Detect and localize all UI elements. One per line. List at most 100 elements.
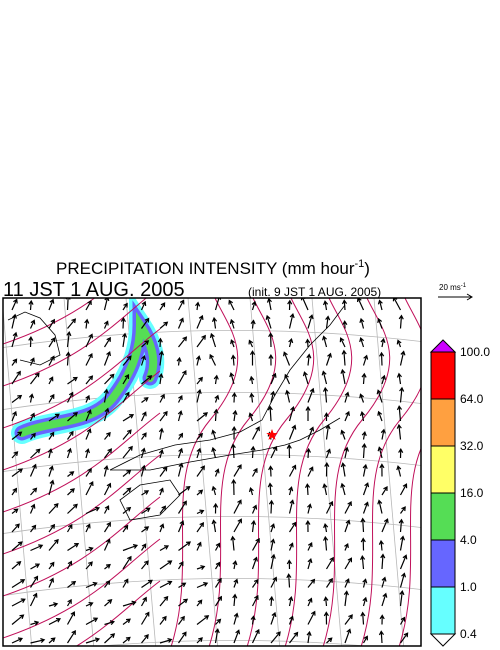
wind-arrow (104, 431, 111, 440)
wind-arrow (159, 615, 167, 625)
wind-arrow (85, 561, 93, 570)
wind-arrow (268, 353, 274, 366)
wind-arrow (103, 538, 111, 551)
pressure-contour (75, 580, 161, 646)
coastline (7, 311, 61, 366)
pressure-contour (3, 538, 161, 639)
wind-arrow (230, 354, 236, 366)
wind-arrow (359, 317, 365, 329)
wind-arrow (325, 315, 331, 329)
wind-arrow (176, 356, 182, 366)
wind-arrow (396, 423, 402, 440)
wind-arrow (120, 317, 126, 329)
wind-arrow (159, 523, 165, 533)
wind-arrow (306, 353, 312, 366)
wind-arrow (196, 334, 206, 348)
wind-arrow (141, 375, 153, 385)
wind-arrow (178, 582, 187, 589)
wind-arrow (270, 390, 276, 403)
wind-arrow (214, 595, 222, 607)
wind-arrow (305, 405, 311, 422)
wind-arrow (11, 598, 26, 607)
wind-arrow (67, 318, 77, 329)
wind-arrow (48, 431, 55, 440)
wind-arrow (270, 631, 281, 644)
wind-arrow (248, 486, 254, 496)
colorbar-segment (430, 398, 456, 447)
wind-arrow (141, 634, 149, 644)
wind-arrow (122, 487, 132, 496)
wind-arrow (177, 369, 187, 385)
wind-arrow (196, 637, 203, 644)
wind-arrow (322, 386, 329, 403)
wind-arrow (103, 298, 110, 311)
wind-arrow (230, 535, 236, 551)
wind-arrow (381, 576, 387, 588)
wind-arrow (250, 445, 256, 459)
wind-arrow (270, 553, 276, 570)
wind-arrow (48, 298, 55, 311)
wind-arrow (323, 611, 329, 625)
wind-arrow (305, 447, 311, 459)
wind-arrow (159, 410, 168, 422)
wind-arrow (28, 299, 34, 311)
wind-arrow (11, 541, 23, 551)
wind-arrow (67, 376, 78, 385)
wind-arrow (267, 482, 273, 496)
wind-arrow (392, 298, 402, 311)
pressure-contour (3, 454, 161, 555)
wind-arrow (325, 500, 334, 514)
wind-arrow (196, 376, 203, 385)
wind-arrow (85, 394, 91, 403)
wind-arrow (122, 469, 132, 477)
wind-arrow (400, 632, 409, 644)
wind-arrow (249, 392, 255, 403)
wind-arrow (214, 394, 220, 403)
wind-arrow (196, 447, 202, 459)
wind-arrow (360, 555, 366, 570)
wind-arrow (196, 412, 208, 422)
wind-arrow (323, 596, 329, 607)
colorbar-label: 16.0 (460, 486, 484, 500)
wind-arrow (66, 598, 72, 607)
wind-arrow (159, 505, 167, 514)
wind-arrow (396, 405, 403, 422)
wind-arrow (214, 577, 222, 588)
wind-arrow (288, 499, 295, 514)
wind-arrow (399, 554, 408, 570)
colorbar-over (429, 339, 457, 353)
wind-arrow (140, 411, 147, 422)
wind-arrow (85, 601, 94, 607)
wind-arrow (399, 483, 408, 496)
wind-arrow (362, 482, 370, 496)
wind-arrow (103, 350, 111, 366)
precip-heavy (18, 311, 158, 437)
wind-arrow (398, 314, 404, 329)
wind-arrow (233, 612, 239, 625)
title-close: ) (364, 259, 370, 278)
wind-arrow (378, 630, 385, 644)
wind-arrow (121, 332, 128, 348)
wind-arrow (30, 637, 46, 644)
wind-arrow (29, 319, 36, 329)
wind-arrow (288, 337, 294, 348)
colorbar-label: 4.0 (460, 533, 477, 547)
wind-arrow (11, 579, 26, 589)
wind-arrow (286, 443, 292, 459)
wind-arrow (344, 578, 350, 588)
wind-arrow (29, 503, 36, 514)
wind-arrow (104, 620, 115, 626)
wind-arrow (195, 301, 201, 311)
wind-arrow (11, 451, 19, 459)
wind-arrow (141, 490, 150, 496)
wind-arrow (122, 445, 133, 459)
pressure-contour (3, 298, 96, 345)
wind-arrow (140, 300, 147, 311)
wind-arrow (359, 411, 365, 422)
wind-arrow (48, 355, 55, 366)
wind-arrow (342, 320, 348, 329)
wind-arrow (85, 375, 94, 385)
wind-arrow (232, 409, 238, 422)
wind-arrow (324, 462, 330, 477)
